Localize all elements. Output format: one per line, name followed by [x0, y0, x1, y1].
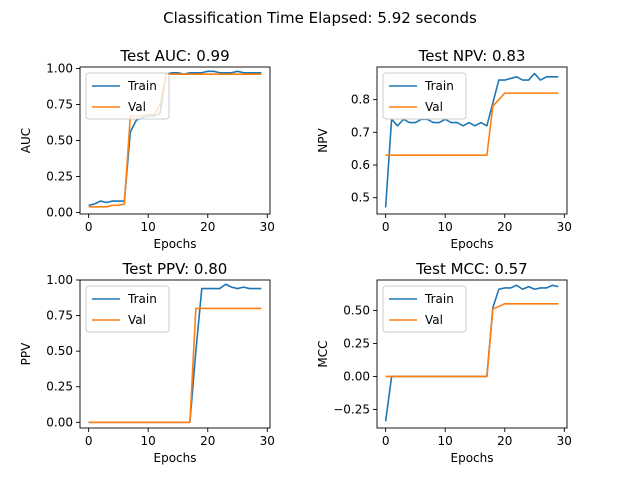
- series-lines: [384, 72, 559, 208]
- series-lines: [88, 70, 262, 208]
- y-tick-label: 0.25: [46, 170, 73, 184]
- series-line-train: [384, 72, 559, 208]
- x-axis-label: Epochs: [154, 451, 197, 465]
- y-tick-label: 0.50: [46, 344, 73, 358]
- y-tick-label: 0.75: [46, 97, 73, 111]
- figure-suptitle: Classification Time Elapsed: 5.92 second…: [163, 9, 477, 27]
- subplot-title: Test AUC: 0.99: [119, 47, 229, 65]
- series-lines: [88, 283, 262, 424]
- x-tick-label: 20: [497, 434, 512, 448]
- y-tick-label: 0.6: [351, 158, 370, 172]
- subplot-title: Test NPV: 0.83: [418, 47, 526, 65]
- y-tick-label: 0.50: [46, 134, 73, 148]
- x-tick-label: 30: [557, 434, 572, 448]
- series-line-val: [385, 302, 559, 378]
- y-axis-label: PPV: [19, 342, 33, 365]
- y-tick-label: 1.00: [46, 273, 73, 287]
- legend-label: Val: [425, 313, 443, 327]
- axes-frame: [376, 66, 568, 215]
- x-axis-label: Epochs: [451, 237, 494, 251]
- x-tick-label: 0: [85, 434, 93, 448]
- x-tick-label: 10: [141, 434, 156, 448]
- legend-label: Val: [425, 100, 443, 114]
- x-tick-label: 30: [260, 220, 275, 234]
- subplot-title: Test PPV: 0.80: [122, 260, 228, 278]
- legend-label: Train: [127, 79, 157, 93]
- y-tick-label: 0.00: [46, 206, 73, 220]
- axes-frame: [79, 279, 271, 429]
- y-axis-label: MCC: [316, 340, 330, 367]
- y-tick-label: 0.5: [351, 191, 370, 205]
- legend: Train Val: [382, 285, 467, 333]
- legend: Train Val: [85, 72, 170, 120]
- x-tick-label: 20: [497, 220, 512, 234]
- x-axis-label: Epochs: [154, 237, 197, 251]
- legend-label: Train: [424, 292, 454, 306]
- subplot-1: Test NPV: 0.83 0 10 20 30 0.5 0.6 0.7 0.8 Epochs N…: [316, 47, 572, 251]
- legend-label: Val: [128, 313, 146, 327]
- subplot-2: Test PPV: 0.80 0 10 20 30 0.00 0.25 0.50 0.75 1.0…: [19, 260, 275, 465]
- y-axis-label: NPV: [316, 127, 330, 152]
- legend-label: Train: [424, 79, 454, 93]
- subplot-3: Test MCC: 0.57 0 10 20 30 −0.25 0.00 0.25 0.50 Ep…: [316, 260, 572, 465]
- series-lines: [384, 284, 559, 422]
- y-axis-label: AUC: [19, 128, 33, 153]
- y-tick-label: 0.25: [343, 336, 370, 350]
- x-tick-label: 30: [557, 220, 572, 234]
- y-tick-label: 1.00: [46, 61, 73, 75]
- legend-label: Train: [127, 292, 157, 306]
- x-tick-label: 0: [382, 220, 390, 234]
- series-line-val: [385, 92, 559, 156]
- y-tick-label: −0.25: [333, 403, 370, 417]
- series-line-train: [88, 70, 262, 207]
- y-tick-label: 0.8: [351, 93, 370, 107]
- series-line-val: [88, 73, 262, 208]
- x-tick-label: 0: [85, 220, 93, 234]
- y-tick-label: 0.50: [343, 303, 370, 317]
- legend: Train Val: [85, 285, 170, 333]
- series-line-val: [88, 307, 262, 424]
- y-tick-label: 0.25: [46, 380, 73, 394]
- y-tick-label: 0.75: [46, 309, 73, 323]
- x-tick-label: 20: [200, 220, 215, 234]
- x-tick-label: 20: [200, 434, 215, 448]
- legend: Train Val: [382, 72, 467, 120]
- y-tick-label: 0.7: [351, 125, 370, 139]
- y-tick-label: 0.00: [343, 369, 370, 383]
- x-tick-label: 10: [141, 220, 156, 234]
- x-tick-label: 30: [260, 434, 275, 448]
- y-tick-label: 0.00: [46, 415, 73, 429]
- subplot-0: Test AUC: 0.99 0 10 20 30 0.00 0.25 0.50 0.75 1.0…: [19, 47, 275, 251]
- x-tick-label: 0: [382, 434, 390, 448]
- legend-label: Val: [128, 100, 146, 114]
- subplot-title: Test MCC: 0.57: [415, 260, 527, 278]
- subplots-grid: Test AUC: 0.990 10 20 300.000.250.500.751.0…: [19, 47, 572, 465]
- x-tick-label: 10: [438, 220, 453, 234]
- axes-frame: [376, 279, 568, 429]
- x-tick-label: 10: [438, 434, 453, 448]
- x-axis-label: Epochs: [451, 451, 494, 465]
